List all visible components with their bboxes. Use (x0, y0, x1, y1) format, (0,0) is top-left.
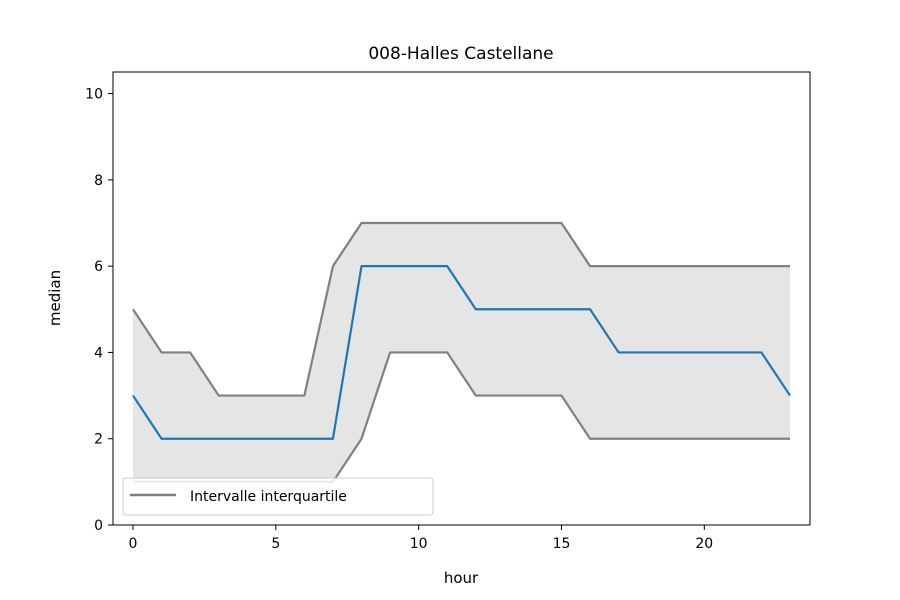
y-axis-label: median (46, 270, 64, 326)
x-tick-label: 5 (271, 536, 280, 552)
legend-label: Intervalle interquartile (190, 489, 347, 505)
median-line (132, 265, 791, 440)
y-tick-label: 6 (94, 259, 103, 275)
y-tick-label: 8 (94, 173, 103, 189)
y-tick-label: 0 (94, 518, 103, 534)
x-tick-label: 0 (129, 536, 138, 552)
interquartile-band (132, 223, 791, 482)
x-axis-label: hour (444, 569, 479, 587)
q3-line (132, 221, 791, 397)
x-tick-label: 15 (553, 536, 571, 552)
x-tick-label: 10 (410, 536, 428, 552)
plot-area (112, 71, 811, 526)
legend: Intervalle interquartile (122, 477, 434, 516)
legend-box (122, 477, 434, 516)
y-tick-label: 10 (85, 87, 103, 103)
x-tick-label: 20 (695, 536, 713, 552)
y-axis: 0 2 4 6 8 10 (85, 87, 113, 534)
x-axis: 0 5 10 15 20 (129, 525, 713, 552)
chart-title: 008-Halles Castellane (368, 44, 553, 64)
y-tick-label: 4 (94, 345, 103, 361)
y-tick-label: 2 (94, 432, 103, 448)
iqr-band-area (132, 223, 791, 482)
